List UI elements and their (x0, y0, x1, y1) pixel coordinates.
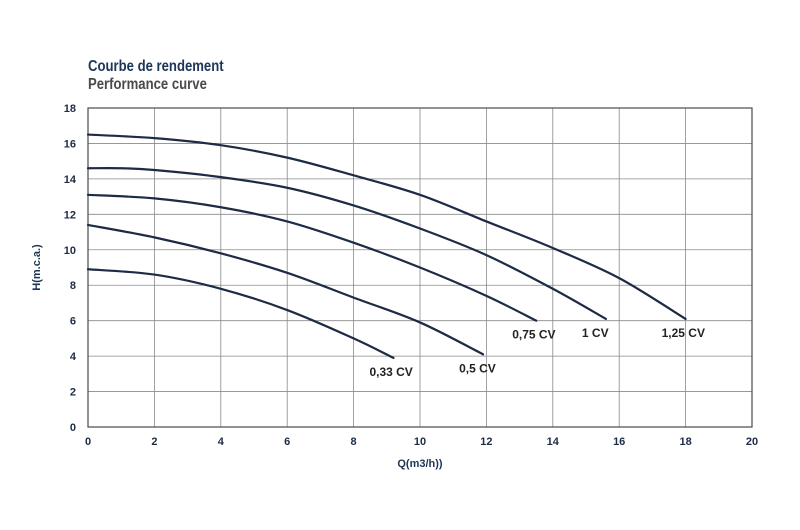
x-tick-label: 8 (351, 436, 357, 448)
y-tick-label: 14 (64, 174, 77, 186)
x-axis-label: Q(m3/h)) (397, 458, 443, 470)
x-tick-label: 10 (414, 436, 426, 448)
x-tick-label: 16 (613, 436, 625, 448)
series-label: 0,75 CV (512, 328, 555, 342)
series-label: 0,33 CV (369, 365, 412, 379)
y-tick-label: 10 (64, 245, 76, 257)
series-line (86, 193, 538, 322)
y-tick-label: 16 (64, 138, 76, 150)
series-line (86, 133, 687, 320)
curve-labels: 0,33 CV 0,5 CV 0,75 CV 1 CV 1,25 CV (369, 326, 705, 379)
chart-title: Courbe de rendement (88, 58, 224, 75)
y-tick-label: 6 (70, 316, 76, 328)
series-label: 1,25 CV (662, 326, 705, 340)
y-tick-label: 8 (70, 280, 76, 292)
x-tick-label: 20 (746, 436, 758, 448)
plot-frame (87, 107, 753, 428)
chart-subtitle: Performance curve (88, 76, 207, 93)
grid (87, 107, 753, 428)
tick-labels: 0 2 4 6 8 10 12 14 16 18 20 0 2 4 6 8 10 12 14 16 18 (64, 103, 758, 448)
x-tick-label: 0 (85, 436, 91, 448)
series-label: 0,5 CV (459, 361, 496, 375)
y-axis-label: H(m.c.a.) (31, 244, 43, 291)
x-tick-label: 18 (679, 436, 691, 448)
x-tick-label: 12 (480, 436, 492, 448)
x-tick-label: 4 (218, 436, 225, 448)
curves (86, 133, 687, 359)
chart-titles: Courbe de rendement Performance curve (88, 58, 253, 94)
y-tick-label: 12 (64, 209, 76, 221)
y-tick-label: 0 (70, 422, 76, 434)
y-tick-label: 4 (70, 351, 77, 363)
x-tick-label: 14 (547, 436, 560, 448)
y-tick-label: 2 (70, 387, 76, 399)
series-line (86, 167, 608, 320)
y-tick-label: 18 (64, 103, 76, 115)
series-line (86, 268, 395, 359)
series-line (86, 223, 485, 356)
series-label: 1 CV (582, 326, 609, 340)
x-tick-label: 6 (284, 436, 290, 448)
x-tick-label: 2 (151, 436, 157, 448)
